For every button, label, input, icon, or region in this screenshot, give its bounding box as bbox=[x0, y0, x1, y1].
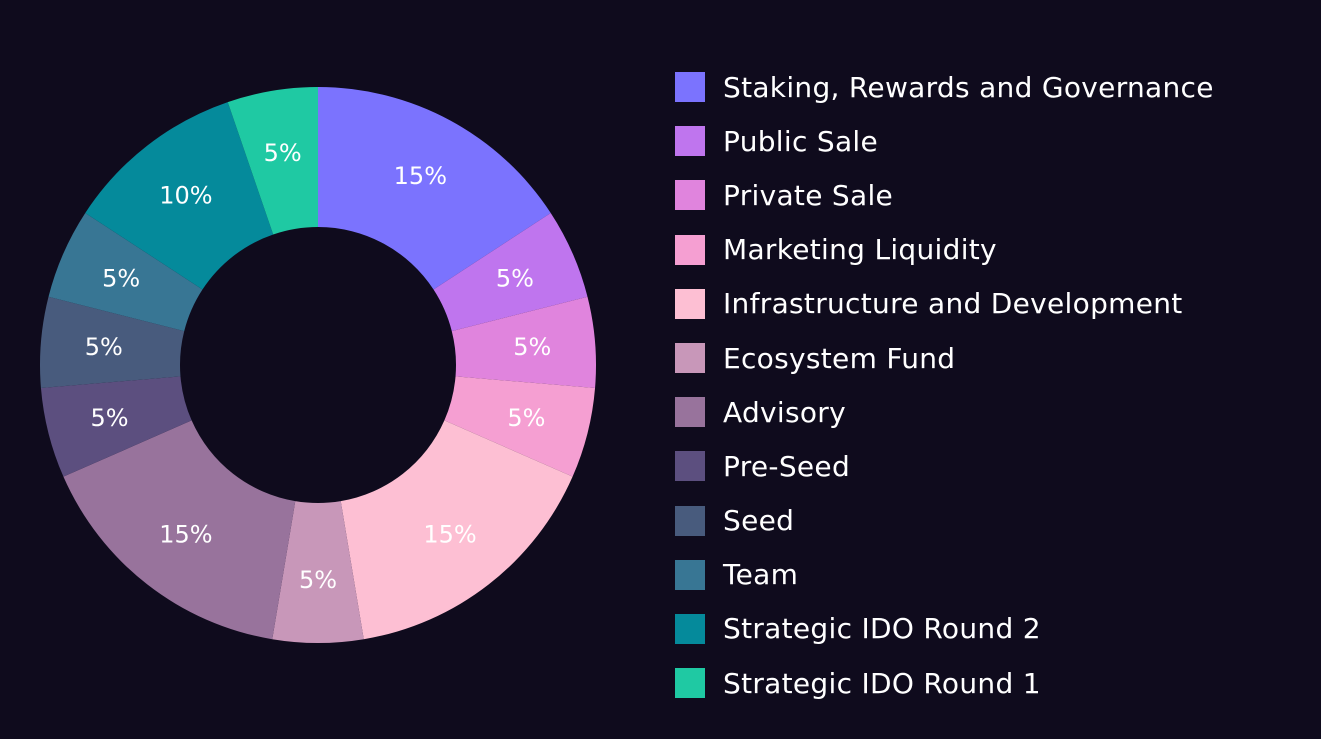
legend-item-8: Seed bbox=[675, 494, 1214, 548]
slice-0 bbox=[318, 87, 551, 290]
legend-swatch-8 bbox=[675, 505, 705, 536]
legend-swatch-10 bbox=[675, 613, 705, 644]
legend-item-3: Marketing Liquidity bbox=[675, 223, 1214, 277]
legend-swatch-3 bbox=[675, 234, 705, 265]
legend-label-3: Marketing Liquidity bbox=[723, 233, 997, 267]
legend-item-2: Private Sale bbox=[675, 168, 1214, 222]
slice-label-11: 5% bbox=[264, 139, 302, 167]
slice-label-10: 10% bbox=[159, 181, 212, 209]
legend-swatch-9 bbox=[675, 559, 705, 590]
legend-swatch-1 bbox=[675, 126, 705, 157]
legend: Staking, Rewards and Governance Public Sa… bbox=[675, 60, 1214, 710]
slice-label-2: 5% bbox=[513, 333, 551, 361]
legend-item-4: Infrastructure and Development bbox=[675, 277, 1214, 331]
slice-label-5: 5% bbox=[299, 566, 337, 594]
legend-label-5: Ecosystem Fund bbox=[723, 341, 956, 375]
legend-item-9: Team bbox=[675, 548, 1214, 602]
legend-label-8: Seed bbox=[723, 504, 795, 538]
legend-swatch-5 bbox=[675, 343, 705, 374]
slice-2 bbox=[451, 296, 596, 388]
legend-swatch-0 bbox=[675, 72, 705, 103]
legend-label-7: Pre-Seed bbox=[723, 449, 851, 483]
slice-3 bbox=[444, 376, 596, 477]
slice-label-7: 5% bbox=[91, 404, 129, 432]
slice-8 bbox=[40, 296, 185, 388]
legend-label-6: Advisory bbox=[723, 395, 846, 429]
legend-swatch-7 bbox=[675, 451, 705, 482]
legend-item-11: Strategic IDO Round 1 bbox=[675, 656, 1214, 710]
legend-label-11: Strategic IDO Round 1 bbox=[723, 666, 1041, 700]
legend-swatch-11 bbox=[675, 668, 705, 699]
legend-label-4: Infrastructure and Development bbox=[723, 287, 1183, 321]
slice-labels-group: 15% 5% 5% 5% 15% 5% 15% 5% 5% 5% 10% 5% bbox=[85, 139, 552, 594]
legend-swatch-6 bbox=[675, 397, 705, 428]
legend-item-1: Public Sale bbox=[675, 114, 1214, 168]
slice-10 bbox=[85, 102, 274, 290]
legend-label-10: Strategic IDO Round 2 bbox=[723, 612, 1041, 646]
legend-item-5: Ecosystem Fund bbox=[675, 331, 1214, 385]
legend-label-0: Staking, Rewards and Governance bbox=[723, 70, 1214, 104]
legend-swatch-2 bbox=[675, 180, 705, 211]
slice-1 bbox=[433, 212, 588, 332]
slice-4 bbox=[340, 420, 573, 640]
legend-label-1: Public Sale bbox=[723, 124, 879, 158]
slice-label-3: 5% bbox=[507, 404, 545, 432]
legend-label-2: Private Sale bbox=[723, 178, 894, 212]
slice-9 bbox=[48, 212, 203, 332]
legend-item-7: Pre-Seed bbox=[675, 439, 1214, 493]
legend-item-6: Advisory bbox=[675, 385, 1214, 439]
legend-item-10: Strategic IDO Round 2 bbox=[675, 602, 1214, 656]
slice-label-9: 5% bbox=[102, 265, 140, 293]
slice-label-1: 5% bbox=[496, 265, 534, 293]
slices-group bbox=[40, 87, 596, 643]
slice-6 bbox=[63, 420, 296, 640]
slice-label-8: 5% bbox=[85, 333, 123, 361]
donut-chart: 15% 5% 5% 5% 15% 5% 15% 5% 5% 5% 10% 5% bbox=[40, 87, 596, 643]
slice-11 bbox=[227, 87, 318, 235]
legend-swatch-4 bbox=[675, 288, 705, 319]
slice-7 bbox=[40, 376, 192, 477]
slice-label-0: 15% bbox=[394, 162, 447, 190]
legend-label-9: Team bbox=[723, 558, 799, 592]
slice-label-4: 15% bbox=[423, 521, 476, 549]
legend-item-0: Staking, Rewards and Governance bbox=[675, 60, 1214, 114]
slice-label-6: 15% bbox=[159, 521, 212, 549]
slice-5 bbox=[272, 501, 364, 643]
